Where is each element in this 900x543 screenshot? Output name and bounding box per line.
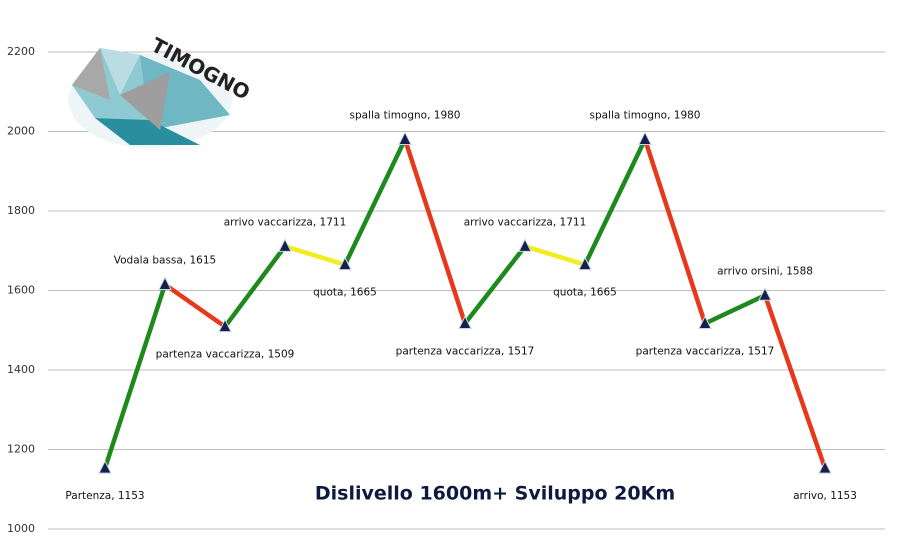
data-label: Vodala bassa, 1615 — [114, 255, 216, 267]
logo-shape — [72, 48, 110, 100]
data-label: partenza vaccarizza, 1517 — [636, 345, 775, 357]
line-segment — [102, 282, 168, 471]
data-label: arrivo orsini, 1588 — [717, 265, 813, 277]
data-label: arrivo vaccarizza, 1711 — [224, 216, 347, 228]
marker — [218, 318, 232, 333]
marker — [158, 276, 172, 291]
marker — [278, 238, 292, 252]
marker — [98, 460, 112, 474]
y-tick-label: 2200 — [7, 45, 35, 58]
logo: TIMOGNO — [68, 33, 254, 148]
line-segment — [162, 282, 228, 329]
chart-title: Dislivello 1600m+ Sviluppo 20Km — [315, 483, 675, 505]
y-tick-label: 1200 — [7, 443, 35, 456]
marker — [638, 131, 652, 145]
line-segment — [462, 244, 528, 326]
marker — [578, 256, 592, 271]
data-label: arrivo vaccarizza, 1711 — [464, 216, 587, 228]
y-tick-label: 1800 — [7, 204, 35, 217]
y-tick-label: 2000 — [7, 125, 35, 138]
data-label: spalla timogno, 1980 — [589, 109, 700, 121]
y-tick-label: 1000 — [7, 522, 35, 535]
marker — [398, 131, 412, 145]
marker — [458, 315, 472, 329]
logo-shape — [120, 72, 170, 130]
data-label: partenza vaccarizza, 1509 — [156, 349, 295, 361]
marker — [758, 287, 772, 301]
marker — [818, 460, 832, 474]
marker — [338, 256, 352, 271]
marker — [698, 315, 712, 329]
data-label: partenza vaccarizza, 1517 — [396, 345, 535, 357]
line-segment — [582, 137, 648, 267]
data-label: quota, 1665 — [313, 287, 377, 299]
data-label: Partenza, 1153 — [65, 490, 144, 502]
line-segment — [342, 137, 408, 267]
data-label: arrivo, 1153 — [793, 490, 857, 502]
logo-shape — [100, 48, 140, 95]
data-label: quota, 1665 — [553, 287, 617, 299]
line-segment — [522, 244, 588, 267]
line-segment — [642, 137, 708, 326]
line-segment — [762, 293, 828, 471]
line-segment — [282, 244, 348, 267]
logo-shape — [95, 118, 200, 145]
line-segment — [402, 137, 468, 326]
line-segment — [222, 244, 288, 329]
y-tick-label: 1400 — [7, 363, 35, 376]
line-segment — [702, 293, 768, 326]
y-tick-label: 1600 — [7, 284, 35, 297]
marker — [518, 238, 532, 252]
data-label: spalla timogno, 1980 — [349, 109, 460, 121]
